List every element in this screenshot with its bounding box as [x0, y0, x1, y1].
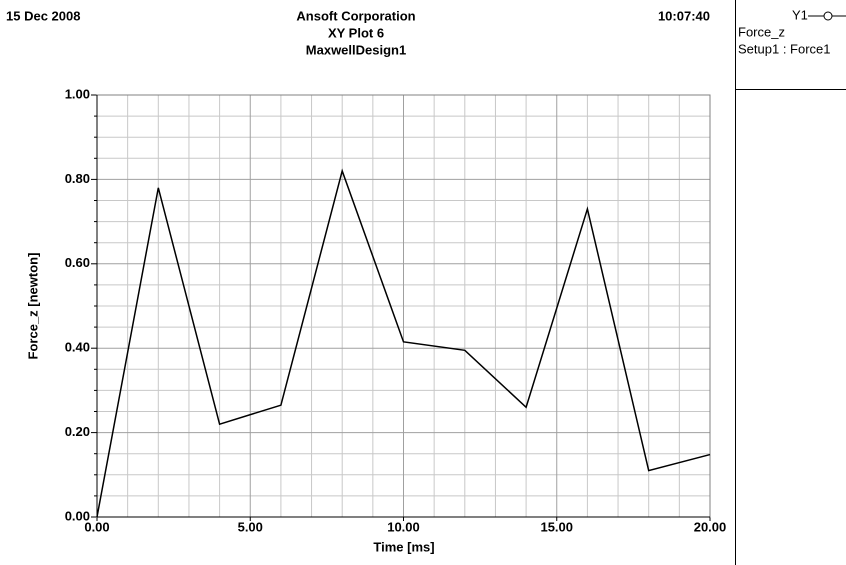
legend-title: Force_z [738, 24, 785, 39]
x-tick-label: 10.00 [387, 519, 420, 534]
legend-symbol [823, 11, 833, 21]
y-tick-label: 0.40 [65, 340, 90, 355]
y-tick-label: 0.60 [65, 255, 90, 270]
y-tick-label: 0.20 [65, 424, 90, 439]
x-tick-label: 0.00 [84, 519, 109, 534]
legend-axis: Y1 [792, 7, 808, 22]
x-tick-label: 5.00 [238, 519, 263, 534]
y-tick-label: 0.80 [65, 171, 90, 186]
x-tick-label: 15.00 [540, 519, 573, 534]
data-line [96, 168, 711, 518]
date: 15 Dec 2008 [6, 8, 80, 23]
legend: Y1 Force_z Setup1 : Force1 [738, 7, 831, 56]
time: 10:07:40 [658, 8, 710, 23]
y-tick-label: 0.00 [65, 508, 90, 523]
chart-title: Ansoft Corporation [296, 8, 415, 23]
chart-subtitle: MaxwellDesign1 [306, 42, 406, 57]
legend-entry: Setup1 : Force1 [738, 41, 831, 56]
chart-subtitle: XY Plot 6 [328, 25, 384, 40]
x-axis-label: Time [ms] [373, 539, 434, 554]
x-tick-label: 20.00 [694, 519, 727, 534]
y-tick-label: 1.00 [65, 86, 90, 101]
y-axis-label: Force_z [newton] [25, 253, 40, 360]
